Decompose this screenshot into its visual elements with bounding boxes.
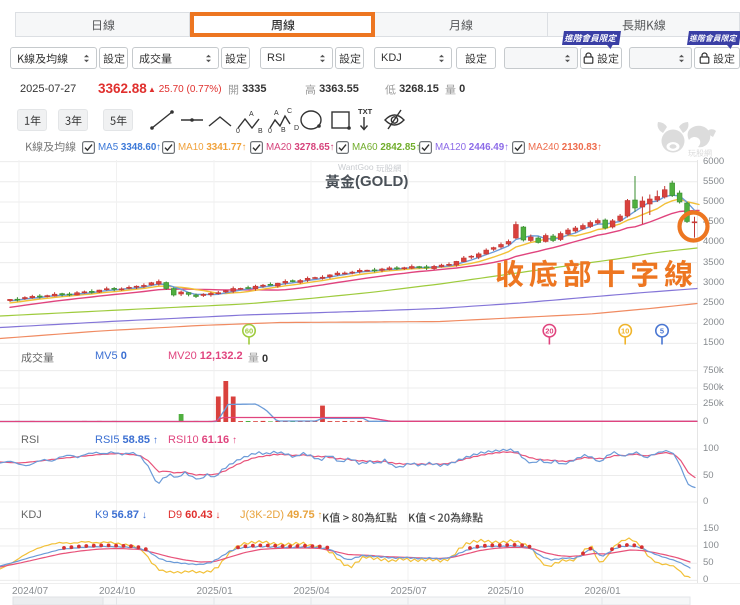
svg-text:A: A — [249, 111, 254, 118]
svg-text:20: 20 — [545, 326, 553, 335]
svg-text:B: B — [258, 128, 263, 134]
svg-text:A: A — [274, 110, 279, 117]
svg-text:C: C — [287, 108, 292, 115]
svg-text:5: 5 — [660, 326, 664, 335]
svg-text:0: 0 — [268, 128, 272, 134]
svg-text:60: 60 — [245, 326, 253, 335]
svg-text:D: D — [294, 125, 299, 132]
svg-text:B: B — [281, 127, 286, 134]
svg-text:0: 0 — [236, 128, 240, 134]
svg-text:TXT: TXT — [358, 107, 373, 116]
svg-text:10: 10 — [621, 326, 629, 335]
